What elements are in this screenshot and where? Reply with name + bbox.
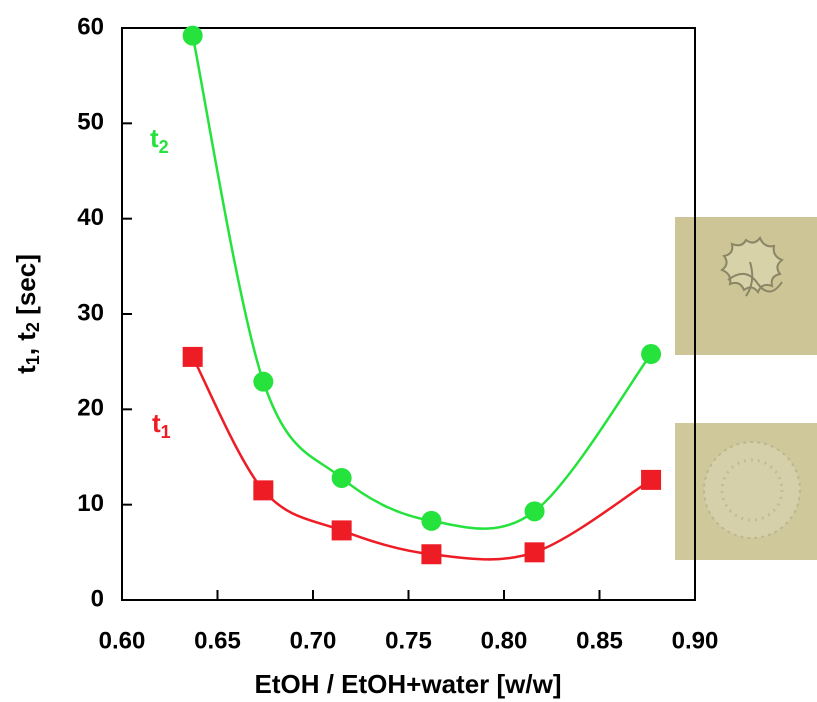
marker <box>183 26 203 46</box>
chart: EtOH / EtOH+water [w/w] t1, t2 [sec] 010… <box>0 0 817 702</box>
y-axis-label: t1, t2 [sec] <box>11 254 43 374</box>
y-tick-label: 60 <box>77 13 104 40</box>
inset-photo-bottom <box>675 423 817 560</box>
x-tick-label: 0.80 <box>481 627 528 654</box>
marker <box>183 347 203 367</box>
marker <box>525 542 545 562</box>
x-tick-label: 0.75 <box>385 627 432 654</box>
x-axis-label: EtOH / EtOH+water [w/w] <box>255 669 562 699</box>
marker <box>641 470 661 490</box>
series-line <box>193 36 651 529</box>
y-tick-label: 30 <box>77 299 104 326</box>
marker <box>253 372 273 392</box>
series-label: t1 <box>152 408 171 442</box>
y-tick-label: 10 <box>77 490 104 517</box>
x-tick-label: 0.65 <box>194 627 241 654</box>
y-tick-label: 40 <box>77 204 104 231</box>
x-tick-label: 0.70 <box>290 627 337 654</box>
marker <box>332 520 352 540</box>
x-tick-label: 0.90 <box>672 627 719 654</box>
inset-photo-top <box>675 217 817 355</box>
series-subscript: 1 <box>161 422 171 442</box>
y-tick-label: 20 <box>77 395 104 422</box>
marker <box>525 501 545 521</box>
series-label: t2 <box>150 123 169 157</box>
y-label-subscript: 2 <box>23 322 43 332</box>
series-name: t <box>152 408 161 438</box>
y-tick-label: 50 <box>77 109 104 136</box>
marker <box>421 544 441 564</box>
marker <box>332 468 352 488</box>
y-tick-label: 0 <box>91 585 104 612</box>
y-label-subscript: 1 <box>23 355 43 365</box>
x-tick-label: 0.85 <box>576 627 623 654</box>
series-name: t <box>150 123 159 153</box>
y-label-part: [sec] <box>11 254 41 322</box>
series-subscript: 2 <box>159 137 169 157</box>
x-tick-label: 0.60 <box>99 627 146 654</box>
marker <box>641 344 661 364</box>
y-label-part: t <box>11 365 41 374</box>
marker <box>421 511 441 531</box>
y-label-part: , t <box>11 332 41 355</box>
marker <box>253 480 273 500</box>
